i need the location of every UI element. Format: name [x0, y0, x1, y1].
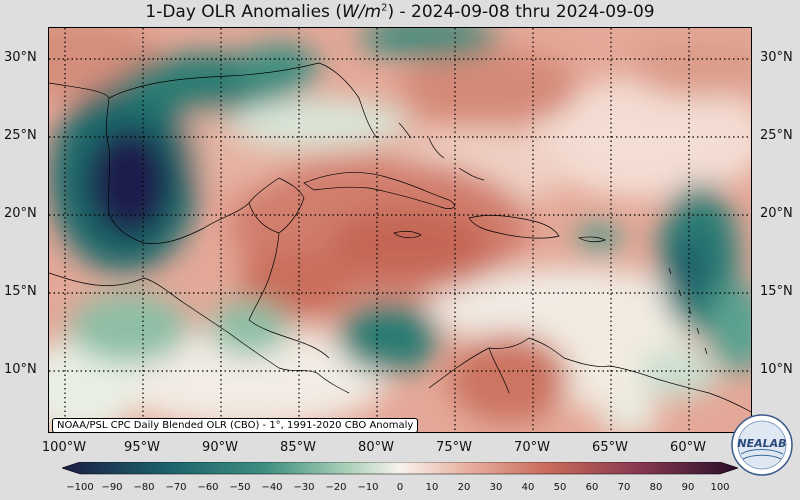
colorbar-tick-label: 20	[457, 482, 471, 493]
lat-label-right-20n: 20°N	[760, 206, 793, 221]
colorbar-tick-label: −10	[357, 482, 379, 493]
lat-label-left-25n: 25°N	[4, 128, 37, 143]
colorbar-tick-label: −20	[325, 482, 347, 493]
coastlines	[49, 62, 751, 413]
map-canvas	[49, 28, 751, 432]
nealab-logo: NEALAB	[731, 414, 793, 476]
svg-text:NEALAB: NEALAB	[737, 437, 786, 450]
lat-label-right-15n: 15°N	[760, 284, 793, 299]
colorbar-tick-label: 60	[585, 482, 599, 493]
colorbar-tick-label: −30	[293, 482, 315, 493]
map-title: 1-Day OLR Anomalies (W/m2) - 2024-09-08 …	[145, 2, 655, 22]
colorbar-tick-label: −100	[66, 482, 94, 493]
attribution-box: NOAA/PSL CPC Daily Blended OLR (CBO) - 1…	[52, 418, 419, 433]
lat-label-right-25n: 25°N	[760, 128, 793, 143]
colorbar-tick-label: −70	[165, 482, 187, 493]
olr-anomaly-map	[48, 27, 752, 433]
lat-label-left-15n: 15°N	[4, 284, 37, 299]
lat-label-left-20n: 20°N	[4, 206, 37, 221]
colorbar-tick-label: 30	[489, 482, 503, 493]
lon-label-75w: 75°W	[436, 440, 472, 455]
lat-label-left-30n: 30°N	[4, 50, 37, 65]
colorbar-gradient	[62, 462, 738, 475]
colorbar-tick-label: 40	[521, 482, 535, 493]
lon-label-70w: 70°W	[514, 440, 550, 455]
lon-label-60w: 60°W	[670, 440, 706, 455]
colorbar-tick-label: 80	[649, 482, 663, 493]
colorbar	[62, 462, 738, 475]
graticule	[49, 28, 751, 432]
lon-label-80w: 80°W	[358, 440, 394, 455]
colorbar-tick-label: −60	[197, 482, 219, 493]
lon-label-100w: 100°W	[41, 440, 87, 455]
lat-label-left-10n: 10°N	[4, 362, 37, 377]
colorbar-tick-label: 100	[710, 482, 730, 493]
colorbar-tick-label: 50	[553, 482, 567, 493]
colorbar-tick-label: 10	[425, 482, 439, 493]
colorbar-tick-label: 90	[681, 482, 695, 493]
lon-label-95w: 95°W	[124, 440, 160, 455]
colorbar-tick-label: 70	[617, 482, 631, 493]
lon-label-90w: 90°W	[202, 440, 238, 455]
colorbar-tick-label: −90	[101, 482, 123, 493]
colorbar-tick-label: 0	[396, 482, 404, 493]
lat-label-right-10n: 10°N	[760, 362, 793, 377]
colorbar-tick-label: −40	[261, 482, 283, 493]
lon-label-65w: 65°W	[592, 440, 628, 455]
colorbar-tick-label: −80	[133, 482, 155, 493]
lat-label-right-30n: 30°N	[760, 50, 793, 65]
colorbar-tick-label: −50	[229, 482, 251, 493]
lon-label-85w: 85°W	[280, 440, 316, 455]
